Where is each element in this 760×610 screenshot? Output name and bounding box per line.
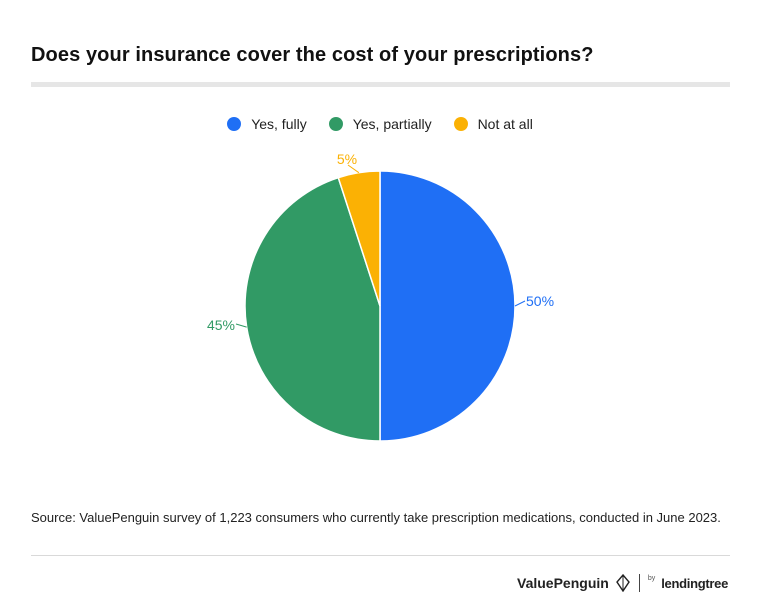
penguin-icon: [615, 574, 630, 592]
brand-logo: ValuePenguin by lendingtree: [517, 574, 728, 592]
title-divider: [31, 82, 730, 87]
legend-label: Yes, fully: [251, 116, 307, 132]
slice-leader-line: [347, 164, 360, 174]
pie-slice-yes-fully: [379, 170, 516, 442]
slice-value-label: 45%: [207, 317, 235, 333]
pie-slice-not-at-all: [337, 170, 381, 307]
legend-swatch: [227, 117, 242, 131]
legend-item-not-at-all: Not at all: [453, 116, 533, 132]
chart-title: Does your insurance cover the cost of yo…: [31, 44, 594, 66]
valuepenguin-logo-text: ValuePenguin: [517, 575, 609, 591]
lendingtree-logo-text: lendingtree: [661, 575, 728, 591]
slice-value-label: 5%: [337, 151, 357, 167]
brand-by-text: by: [647, 575, 656, 582]
legend-swatch: [453, 117, 468, 131]
legend-swatch: [328, 117, 343, 131]
legend-label: Not at all: [477, 116, 533, 132]
slice-value-label: 50%: [526, 293, 554, 309]
slice-leader-line: [514, 300, 526, 307]
footer-divider: [31, 555, 730, 556]
legend-item-yes-partially: Yes, partially: [328, 116, 432, 132]
slice-leader-line: [235, 323, 247, 328]
brand-separator: [638, 574, 640, 592]
legend-item-yes-fully: Yes, fully: [227, 116, 307, 132]
source-note: Source: ValuePenguin survey of 1,223 con…: [31, 510, 721, 525]
legend: Yes, fully Yes, partially Not at all: [0, 116, 760, 132]
legend-label: Yes, partially: [352, 116, 432, 132]
